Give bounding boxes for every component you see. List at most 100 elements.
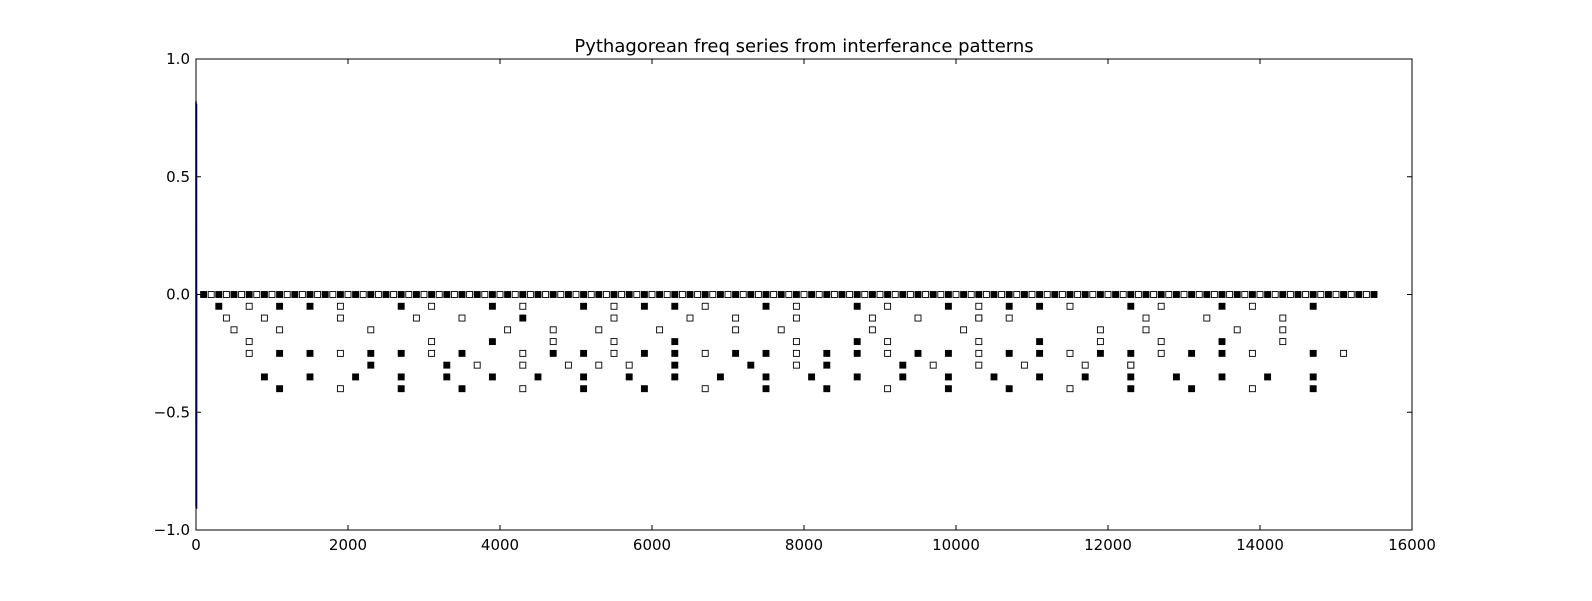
point-filled-zero [747,291,755,298]
point-filled [1127,302,1135,310]
point-open [701,385,709,393]
point-filled [732,349,740,357]
point-filled-zero [975,291,983,298]
point-open [625,361,633,369]
point-open [777,326,785,334]
point-open [276,326,284,334]
point-open-zero [602,291,610,298]
point-filled [853,373,861,381]
point-filled-zero [1264,291,1272,298]
point-open-zero [1180,291,1188,298]
point-open-zero [982,291,990,298]
point-open [1279,338,1287,346]
point-open-zero [1028,291,1036,298]
point-filled [640,385,648,393]
point-filled-zero [1112,291,1120,298]
point-filled-zero [1172,291,1180,298]
point-open [960,326,968,334]
point-filled-zero [610,291,618,298]
point-filled [853,349,861,357]
point-open [549,338,557,346]
point-open-zero [754,291,762,298]
point-filled [716,373,724,381]
point-open-zero [1104,291,1112,298]
point-open [686,314,694,322]
point-filled-zero [732,291,740,298]
point-filled-zero [960,291,968,298]
point-filled [488,373,496,381]
point-open-zero [724,291,732,298]
point-open-zero [283,291,291,298]
point-open [1233,326,1241,334]
point-filled [1218,302,1226,310]
point-open [1066,385,1074,393]
point-open [230,326,238,334]
point-open-zero [1074,291,1082,298]
point-open [732,326,740,334]
point-open-zero [618,291,626,298]
point-filled-zero [1096,291,1104,298]
point-open [336,302,344,310]
point-open-zero [891,291,899,298]
point-open-zero [587,291,595,298]
point-open [610,338,618,346]
chart-title: Pythagorean freq series from interferanc… [574,36,1033,57]
x-tick-label: 10000 [932,536,980,554]
point-filled-zero [291,291,299,298]
point-filled [1036,349,1044,357]
point-filled [306,373,314,381]
point-open-zero [1256,291,1264,298]
point-open [884,302,892,310]
point-open [701,349,709,357]
point-open-zero [435,291,443,298]
point-filled [458,349,466,357]
point-filled [215,302,223,310]
point-filled [1218,373,1226,381]
point-filled [823,349,831,357]
point-open-zero [633,291,641,298]
point-open-zero [222,291,230,298]
x-tick-label: 4000 [481,536,519,554]
point-filled-zero [488,291,496,298]
point-filled-zero [564,291,572,298]
point-open-zero [1241,291,1249,298]
point-filled-zero [230,291,238,298]
point-filled-zero [367,291,375,298]
point-open [519,361,527,369]
point-filled-zero [1157,291,1165,298]
point-filled-zero [792,291,800,298]
point-open-zero [952,291,960,298]
point-open [1248,385,1256,393]
point-open-zero [329,291,337,298]
point-filled [1188,349,1196,357]
point-filled [899,361,907,369]
point-filled [260,373,268,381]
y-tick-label: 0.0 [166,286,190,304]
point-filled-zero [458,291,466,298]
point-open [610,302,618,310]
point-filled [367,349,375,357]
point-open [245,338,253,346]
point-filled-zero [534,291,542,298]
point-open [1157,338,1165,346]
point-open [884,385,892,393]
x-tick-label: 16000 [1388,536,1436,554]
point-open [564,361,572,369]
point-filled-zero [595,291,603,298]
point-filled [580,385,588,393]
x-tick-label: 0 [191,536,201,554]
point-open-zero [496,291,504,298]
point-filled-zero [838,291,846,298]
point-filled-zero [549,291,557,298]
point-filled [823,361,831,369]
point-open [1157,349,1165,357]
y-tick-label: −1.0 [154,521,190,539]
point-filled-zero [1279,291,1287,298]
point-filled [853,338,861,346]
point-filled-zero [1142,291,1150,298]
point-filled [762,385,770,393]
point-filled [397,373,405,381]
point-open-zero [922,291,930,298]
point-filled-zero [260,291,268,298]
point-open-zero [663,291,671,298]
